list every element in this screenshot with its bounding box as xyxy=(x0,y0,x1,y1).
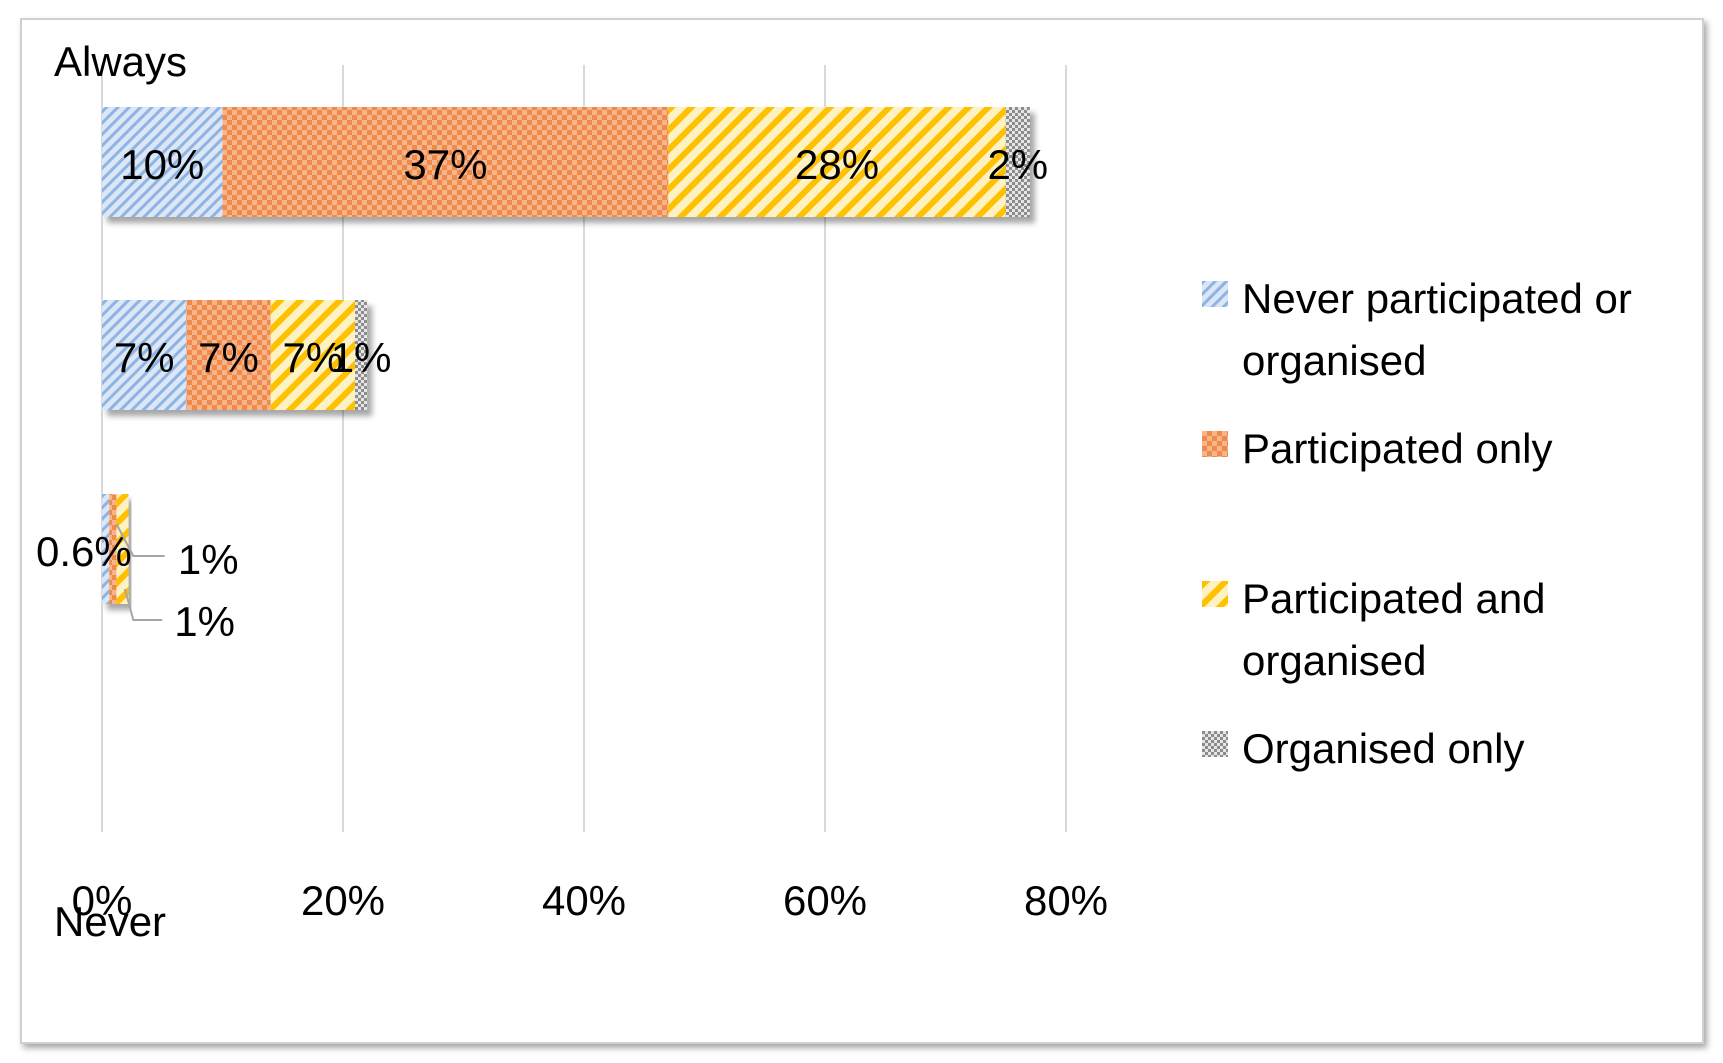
bar-segment xyxy=(270,300,356,410)
stacked-bar-chart: Always Never 0% 20% 40% 60% 80% 10% 37% 28% 2% 7… xyxy=(36,38,1108,945)
bar-segment xyxy=(355,300,368,410)
bar-segment xyxy=(1005,107,1030,217)
axis-top-label: Always xyxy=(54,38,187,85)
data-label: 7% xyxy=(283,334,344,381)
x-tick-label: 60% xyxy=(783,877,867,924)
legend-label-never: Never participated or organised xyxy=(1242,275,1632,384)
bar-segment xyxy=(116,494,129,604)
legend-item-never: Never participated or organised xyxy=(1202,268,1712,392)
data-label: 1% xyxy=(174,598,235,645)
data-labels: 10% 37% 28% 2%7% 7% 7%1%0.6% 1%1% xyxy=(36,141,1048,645)
x-tick-label: 40% xyxy=(542,877,626,924)
bar-segment xyxy=(186,300,271,410)
legend-label-participated-and-organised: Participated and organised xyxy=(1242,575,1546,684)
legend-item-participated-and-organised: Participated and organised xyxy=(1202,568,1712,692)
data-label: 1% xyxy=(331,334,392,381)
data-label: 1% xyxy=(178,536,239,583)
bar-row-0 xyxy=(102,107,1030,217)
data-label: 7% xyxy=(114,334,175,381)
bars xyxy=(102,107,1030,604)
leader-line xyxy=(115,523,165,557)
bar-segment xyxy=(668,107,1006,217)
axis-bottom-label: Never xyxy=(54,898,166,945)
bar-row-2 xyxy=(102,494,129,604)
legend-item-participated-only: Participated only xyxy=(1202,418,1712,480)
bar-row-1 xyxy=(102,300,368,410)
bar-segment xyxy=(102,300,187,410)
legend-swatch-participated-only xyxy=(1202,431,1228,457)
bar-segment xyxy=(102,494,110,604)
data-label: 28% xyxy=(795,141,879,188)
x-tick-label: 20% xyxy=(301,877,385,924)
chart-frame: Always Never 0% 20% 40% 60% 80% 10% 37% 28% 2% 7… xyxy=(20,18,1704,1044)
bar-segment xyxy=(109,494,117,604)
legend-swatch-organised-only xyxy=(1202,731,1228,757)
legend-swatch-never xyxy=(1202,281,1228,307)
x-axis-tick-labels: 0% 20% 40% 60% 80% xyxy=(72,877,1108,924)
data-label: 0.6% xyxy=(36,528,132,575)
legend-label-organised-only: Organised only xyxy=(1242,725,1525,772)
legend-item-organised-only: Organised only xyxy=(1202,718,1712,780)
leader-line xyxy=(123,588,163,621)
x-tick-label: 80% xyxy=(1024,877,1108,924)
data-label: 7% xyxy=(198,334,259,381)
data-label: 10% xyxy=(120,141,204,188)
bar-segment xyxy=(222,107,669,217)
bar-segment xyxy=(102,107,223,217)
data-label: 37% xyxy=(403,141,487,188)
legend-label-participated-only: Participated only xyxy=(1242,425,1553,472)
legend-swatch-participated-and-organised xyxy=(1202,581,1228,607)
x-tick-label: 0% xyxy=(72,877,133,924)
data-label: 2% xyxy=(987,141,1048,188)
